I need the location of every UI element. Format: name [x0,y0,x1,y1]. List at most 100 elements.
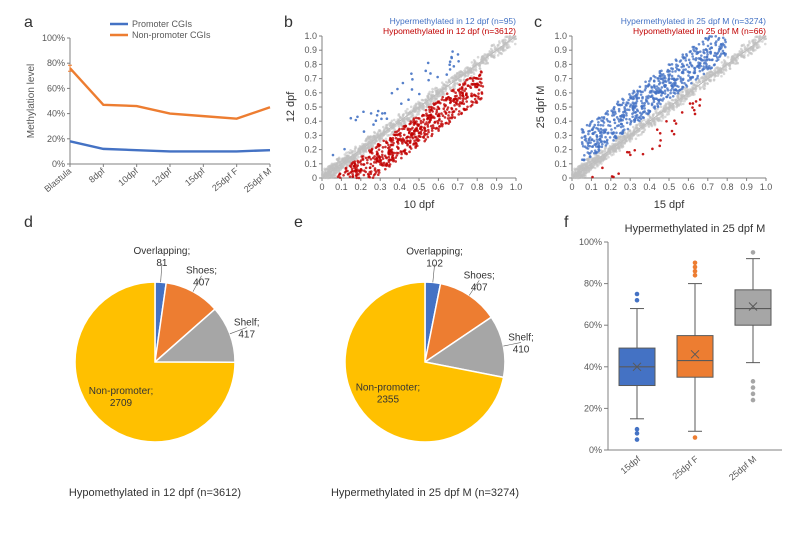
panel-b-scatter: b 000.10.10.20.20.30.30.40.40.50.50.60.6… [280,12,530,212]
svg-text:1.0: 1.0 [304,31,317,41]
svg-text:0.4: 0.4 [393,182,406,192]
svg-text:2355: 2355 [377,395,400,406]
svg-text:2709: 2709 [110,398,133,409]
svg-text:407: 407 [471,282,488,293]
panel-label-d: d [24,214,33,232]
svg-text:12 dpf: 12 dpf [285,91,297,123]
svg-text:20%: 20% [584,403,602,413]
svg-text:Hypomethylated in 25 dpf M (n=: Hypomethylated in 25 dpf M (n=66) [633,26,766,36]
svg-text:0.6: 0.6 [554,88,567,98]
panel-d-caption: Hypomethylated in 12 dpf (n=3612) [20,487,290,499]
svg-text:60%: 60% [584,320,602,330]
line-chart-svg: 0%20%40%60%80%100%Blastula8dpf10dpf12dpf… [20,12,280,212]
svg-text:0%: 0% [52,159,65,169]
svg-text:25dpf M: 25dpf M [727,454,758,483]
svg-text:100%: 100% [579,237,602,247]
svg-text:Shelf;: Shelf; [234,317,260,328]
svg-text:Hypomethylated in 12 dpf (n=36: Hypomethylated in 12 dpf (n=3612) [383,26,516,36]
panel-c-scatter: c 000.10.10.20.20.30.30.40.40.50.50.60.6… [530,12,780,212]
svg-text:0.9: 0.9 [490,182,503,192]
svg-text:0.1: 0.1 [585,182,598,192]
svg-text:15 dpf: 15 dpf [654,199,686,211]
svg-text:20%: 20% [47,134,65,144]
svg-text:0.3: 0.3 [624,182,637,192]
svg-text:0.2: 0.2 [355,182,368,192]
svg-text:0.7: 0.7 [554,74,567,84]
svg-text:0.7: 0.7 [452,182,465,192]
svg-text:102: 102 [426,258,443,269]
svg-text:0.6: 0.6 [682,182,695,192]
svg-text:Non-promoter CGIs: Non-promoter CGIs [132,30,211,40]
svg-text:0: 0 [312,173,317,183]
scatter-svg-c: 000.10.10.20.20.30.30.40.40.50.50.60.60.… [530,12,780,212]
panel-e-pie: e Overlapping;102Shoes;407Shelf;410Non-p… [290,212,560,512]
svg-text:1.0: 1.0 [760,182,773,192]
svg-text:25dpf F: 25dpf F [670,454,700,482]
svg-text:0.1: 0.1 [304,159,317,169]
svg-text:0.3: 0.3 [304,130,317,140]
panel-label-e: e [294,214,303,232]
svg-text:80%: 80% [584,279,602,289]
svg-text:0.9: 0.9 [740,182,753,192]
panel-label-b: b [284,14,293,32]
svg-text:8dpf: 8dpf [87,166,107,185]
svg-text:Overlapping;: Overlapping; [134,246,191,257]
svg-text:25dpf M: 25dpf M [242,166,273,195]
svg-text:60%: 60% [47,83,65,93]
svg-text:1.0: 1.0 [510,182,523,192]
svg-text:Blastula: Blastula [42,166,73,194]
svg-text:Promoter CGIs: Promoter CGIs [132,19,193,29]
svg-text:0.3: 0.3 [374,182,387,192]
pie-svg-d: Overlapping;81 Shoes;407 Shelf;417 Non-prom… [20,212,290,482]
svg-text:15dpf: 15dpf [183,166,207,188]
panel-a-line-chart: a 0%20%40%60%80%100%Blastula8dpf10dpf12d… [20,12,280,212]
svg-text:0.8: 0.8 [554,59,567,69]
svg-text:0: 0 [319,182,324,192]
svg-text:100%: 100% [42,33,65,43]
svg-text:410: 410 [513,344,530,355]
svg-text:0.9: 0.9 [304,45,317,55]
panel-d-pie: d Overlapping;81 Shoes;407 Shelf;417 Non-pr… [20,212,290,512]
svg-text:0.6: 0.6 [304,88,317,98]
svg-text:12dpf: 12dpf [150,166,174,188]
svg-text:0.5: 0.5 [554,102,567,112]
panel-f-boxplot: f Hypermethylated in 25 dpf M0%20%40%60%… [560,212,790,512]
svg-text:0.9: 0.9 [554,45,567,55]
svg-text:0: 0 [562,173,567,183]
pie-svg-e: Overlapping;102Shoes;407Shelf;410Non-pro… [290,212,560,482]
svg-text:0.2: 0.2 [304,145,317,155]
svg-text:10 dpf: 10 dpf [404,199,436,211]
svg-text:40%: 40% [584,362,602,372]
svg-text:15dpf: 15dpf [619,454,643,476]
svg-text:0%: 0% [589,445,602,455]
svg-text:0.5: 0.5 [304,102,317,112]
svg-text:0.4: 0.4 [304,116,317,126]
svg-text:0.5: 0.5 [413,182,426,192]
svg-text:Shoes;: Shoes; [464,270,495,281]
svg-text:0.7: 0.7 [304,74,317,84]
svg-text:25 dpf M: 25 dpf M [535,86,547,129]
svg-text:10dpf: 10dpf [116,166,140,188]
svg-text:417: 417 [238,329,255,340]
svg-text:0.7: 0.7 [702,182,715,192]
svg-text:0.4: 0.4 [554,116,567,126]
svg-text:1.0: 1.0 [554,31,567,41]
scatter-svg-b: 000.10.10.20.20.30.30.40.40.50.50.60.60.… [280,12,530,212]
svg-text:Overlapping;: Overlapping; [406,246,463,257]
svg-text:0.8: 0.8 [304,59,317,69]
boxplot-svg: Hypermethylated in 25 dpf M0%20%40%60%80… [560,212,790,502]
svg-text:407: 407 [193,278,210,289]
svg-text:25dpf F: 25dpf F [210,166,240,194]
svg-text:Shoes;: Shoes; [186,266,217,277]
panel-label-f: f [564,214,568,232]
svg-text:0.1: 0.1 [554,159,567,169]
svg-text:0.4: 0.4 [643,182,656,192]
svg-text:Methylation level: Methylation level [26,64,37,138]
svg-text:80%: 80% [47,58,65,68]
svg-text:81: 81 [156,258,168,269]
svg-text:Hypermethylated in 12 dpf (n=9: Hypermethylated in 12 dpf (n=95) [390,16,517,26]
svg-text:Shelf;: Shelf; [508,332,534,343]
svg-text:0.3: 0.3 [554,130,567,140]
svg-text:Non-promoter;: Non-promoter; [89,386,153,397]
svg-text:0: 0 [569,182,574,192]
